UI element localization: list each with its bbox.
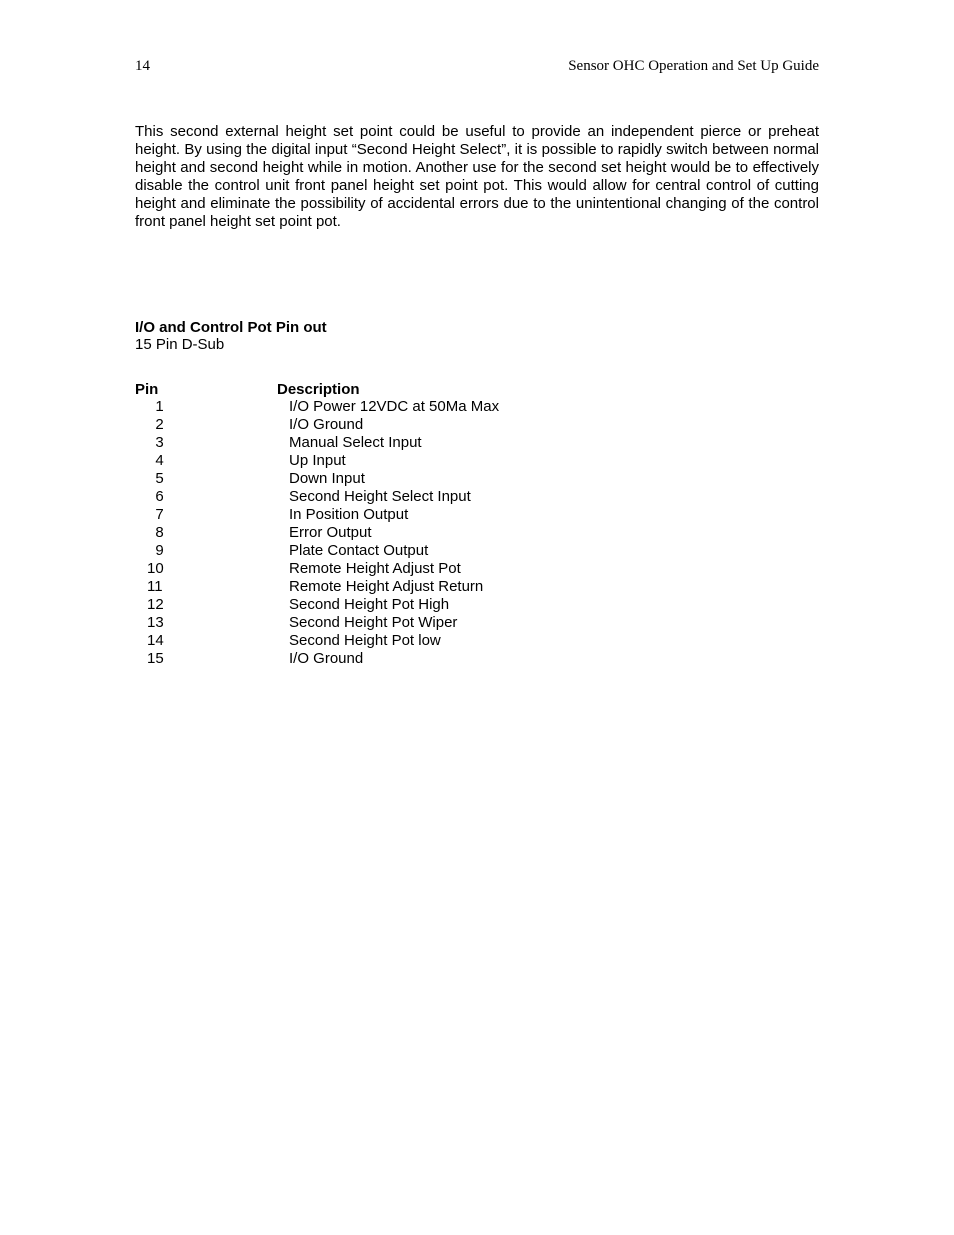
pin-description-cell: I/O Ground <box>289 416 819 434</box>
pin-number-cell: 4 <box>135 452 289 470</box>
table-header-row: Pin Description <box>135 381 819 398</box>
table-row: 1I/O Power 12VDC at 50Ma Max <box>135 398 819 416</box>
page-header: 14 Sensor OHC Operation and Set Up Guide <box>135 58 819 75</box>
pin-description-cell: Down Input <box>289 470 819 488</box>
pin-description-cell: Second Height Select Input <box>289 488 819 506</box>
pin-number-cell: 12 <box>135 596 289 614</box>
pin-number-cell: 10 <box>135 560 289 578</box>
pin-description-cell: In Position Output <box>289 506 819 524</box>
pin-number-cell: 9 <box>135 542 289 560</box>
table-row: 8Error Output <box>135 524 819 542</box>
body-paragraph: This second external height set point co… <box>135 123 819 231</box>
table-row: 15I/O Ground <box>135 650 819 668</box>
table-row: 10Remote Height Adjust Pot <box>135 560 819 578</box>
pinout-section: I/O and Control Pot Pin out 15 Pin D-Sub… <box>135 319 819 668</box>
section-title: I/O and Control Pot Pin out <box>135 319 819 336</box>
pin-number-cell: 3 <box>135 434 289 452</box>
page-container: 14 Sensor OHC Operation and Set Up Guide… <box>0 0 954 668</box>
table-row: 13Second Height Pot Wiper <box>135 614 819 632</box>
table-row: 4Up Input <box>135 452 819 470</box>
table-row: 9Plate Contact Output <box>135 542 819 560</box>
table-row: 7In Position Output <box>135 506 819 524</box>
pin-description-cell: Second Height Pot low <box>289 632 819 650</box>
pin-description-cell: Remote Height Adjust Pot <box>289 560 819 578</box>
pin-number-cell: 5 <box>135 470 289 488</box>
pin-number-cell: 13 <box>135 614 289 632</box>
column-header-pin: Pin <box>135 381 277 398</box>
pin-number-cell: 7 <box>135 506 289 524</box>
pin-description-cell: Second Height Pot High <box>289 596 819 614</box>
table-row: 6Second Height Select Input <box>135 488 819 506</box>
pin-description-cell: Up Input <box>289 452 819 470</box>
table-row: 11Remote Height Adjust Return <box>135 578 819 596</box>
pin-number-cell: 6 <box>135 488 289 506</box>
pin-number-cell: 11 <box>135 578 289 596</box>
pin-table: Pin Description 1I/O Power 12VDC at 50Ma… <box>135 381 819 668</box>
column-header-description: Description <box>277 381 819 398</box>
pin-description-cell: Plate Contact Output <box>289 542 819 560</box>
pin-description-cell: Remote Height Adjust Return <box>289 578 819 596</box>
pin-number-cell: 1 <box>135 398 289 416</box>
table-row: 5Down Input <box>135 470 819 488</box>
table-row: 14Second Height Pot low <box>135 632 819 650</box>
pin-description-cell: Error Output <box>289 524 819 542</box>
section-subtitle: 15 Pin D-Sub <box>135 336 819 353</box>
page-number: 14 <box>135 58 150 75</box>
table-row: 12Second Height Pot High <box>135 596 819 614</box>
pin-description-cell: I/O Ground <box>289 650 819 668</box>
pin-description-cell: I/O Power 12VDC at 50Ma Max <box>289 398 819 416</box>
table-row: 3Manual Select Input <box>135 434 819 452</box>
document-title: Sensor OHC Operation and Set Up Guide <box>568 58 819 75</box>
pin-number-cell: 14 <box>135 632 289 650</box>
pin-description-cell: Manual Select Input <box>289 434 819 452</box>
table-row: 2I/O Ground <box>135 416 819 434</box>
pin-description-cell: Second Height Pot Wiper <box>289 614 819 632</box>
pin-number-cell: 2 <box>135 416 289 434</box>
table-body: 1I/O Power 12VDC at 50Ma Max 2I/O Ground… <box>135 398 819 668</box>
pin-number-cell: 15 <box>135 650 289 668</box>
pin-number-cell: 8 <box>135 524 289 542</box>
